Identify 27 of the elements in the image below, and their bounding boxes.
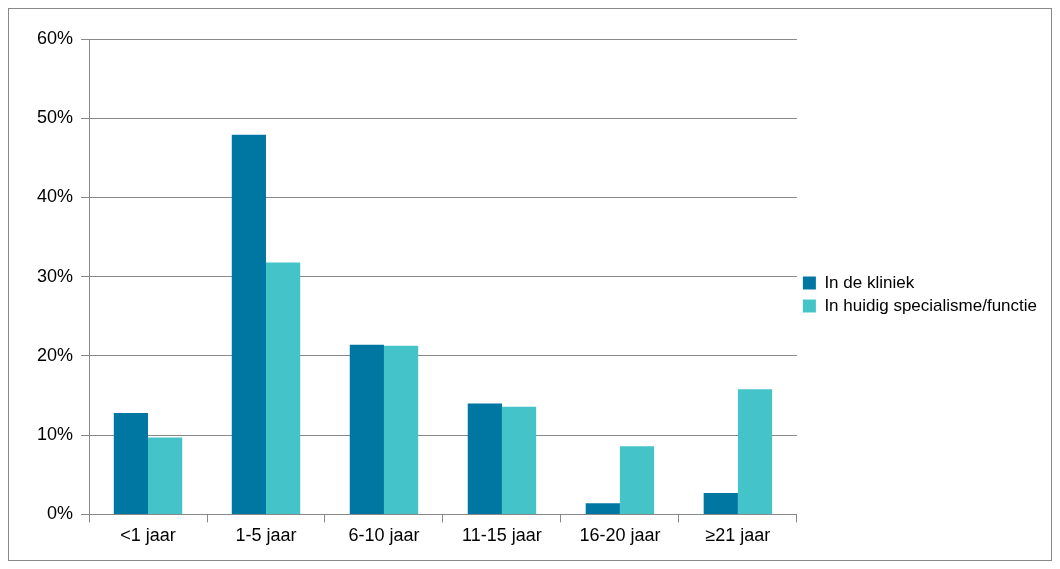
- bar: [619, 446, 655, 514]
- y-tick-label: 20%: [37, 344, 74, 365]
- x-tick-label: 1-5 jaar: [235, 525, 297, 546]
- y-tick-label: 30%: [37, 265, 74, 286]
- bar: [113, 412, 149, 514]
- bar: [703, 493, 738, 514]
- y-tick-label: 50%: [37, 107, 74, 128]
- x-tick-label: 6-10 jaar: [348, 525, 420, 546]
- x-tick-label: ≥21 jaar: [705, 525, 771, 546]
- bar: [349, 344, 384, 514]
- bar: [467, 403, 502, 514]
- x-tick-label: <1 jaar: [120, 525, 176, 546]
- y-tick-label: 60%: [37, 27, 74, 48]
- bar: [265, 262, 301, 514]
- bar: [231, 134, 266, 514]
- bar: [585, 503, 620, 514]
- bar: [737, 389, 773, 514]
- y-tick-label: 0%: [47, 503, 74, 524]
- x-tick-label: 11-15 jaar: [462, 525, 542, 546]
- y-tick-label: 40%: [37, 186, 74, 207]
- x-tick-label: 16-20 jaar: [579, 525, 661, 546]
- bar: [501, 406, 537, 514]
- y-tick-label: 10%: [37, 424, 74, 445]
- bar: [148, 437, 183, 514]
- bar: [383, 345, 419, 514]
- legend-label: In de kliniek: [824, 272, 915, 292]
- legend-label: In huidig specialisme/functie: [824, 295, 1038, 315]
